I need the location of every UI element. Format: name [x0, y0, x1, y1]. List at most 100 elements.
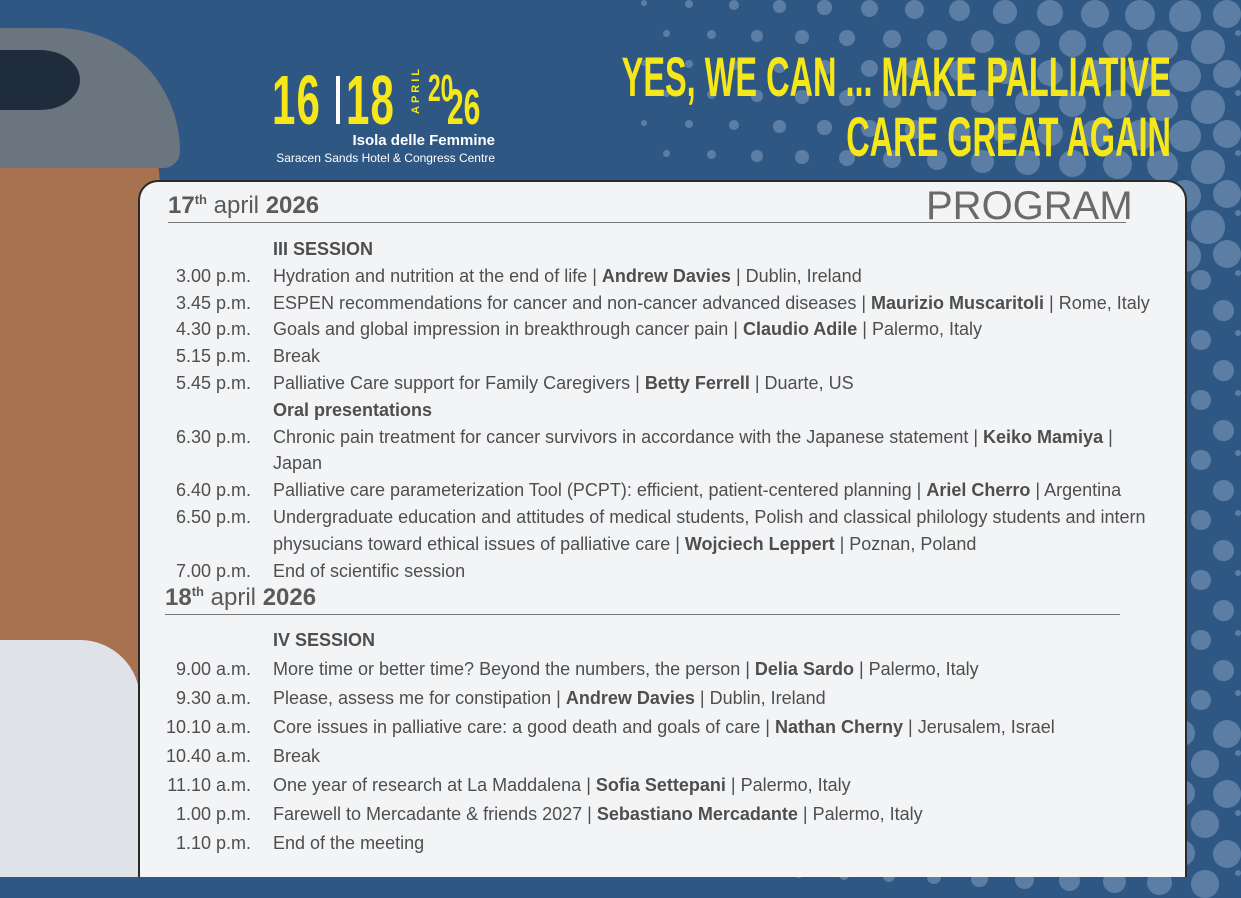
dot [1213, 240, 1241, 268]
speaker: Wojciech Leppert [684, 533, 835, 554]
location: | Palermo, Italy [725, 775, 851, 795]
year-part-1: 20 [428, 68, 454, 110]
talk-title: IV SESSION [273, 630, 376, 650]
dot [1015, 30, 1040, 55]
time: 5.15 p.m. [175, 346, 251, 367]
talk-title: One year of research at La Maddalena | [273, 775, 596, 795]
dot [949, 60, 971, 82]
speaker: Andrew Davies [565, 688, 695, 708]
talk-title: Break [273, 346, 321, 367]
dot [1191, 270, 1211, 290]
dot [861, 120, 878, 137]
dot [1191, 90, 1225, 124]
time: 1.10 p.m. [175, 833, 251, 853]
dot [1235, 270, 1241, 276]
dot [1213, 300, 1234, 321]
dot [1191, 510, 1211, 530]
dot [1235, 630, 1241, 636]
dot [1235, 510, 1241, 516]
schedule-row: 6.30 p.m. Chronic pain treatment for canc… [140, 424, 1150, 478]
schedule-row: 3.45 p.m. ESPEN recommendations for cance… [140, 290, 1150, 317]
talk: Break [273, 343, 1150, 370]
slogan-line-2: CARE GREAT AGAIN [846, 105, 1171, 168]
dot [773, 120, 786, 133]
dot [839, 150, 855, 166]
dot [1213, 780, 1241, 808]
dot [685, 120, 694, 129]
schedule-row: 4.30 p.m. Goals and global impression in … [140, 316, 1150, 343]
month: april [213, 192, 260, 219]
talk: Please, assess me for constipation | And… [273, 684, 1150, 713]
talk: Core issues in palliative care: a good d… [273, 713, 1150, 742]
time: 3.00 p.m. [175, 265, 251, 286]
dot [751, 90, 763, 102]
speaker: Maurizio Muscaritoli [871, 292, 1045, 313]
talk-title: Undergraduate education and attitudes of… [273, 506, 1146, 554]
dot [817, 120, 832, 135]
location: | Jerusalem, Israel [903, 717, 1055, 737]
dot [817, 0, 832, 15]
talk-title: III SESSION [273, 239, 374, 259]
dot [905, 60, 925, 80]
dot [1147, 30, 1179, 62]
dot [773, 60, 786, 73]
dot [663, 90, 671, 98]
schedule-row: 9.30 a.m. Please, assess me for constipat… [140, 684, 1150, 713]
dot [1235, 750, 1241, 756]
time: 11.10 a.m. [167, 775, 251, 795]
dot [1081, 120, 1109, 148]
dot [1037, 120, 1063, 146]
dot [1213, 0, 1241, 28]
time: 1.00 p.m. [175, 804, 251, 824]
dot [1191, 690, 1211, 710]
location: | Palermo, Italy [857, 319, 983, 340]
day-17-schedule: III SESSION 3.00 p.m. Hydration and nutrit… [140, 236, 1150, 584]
speaker: Keiko Mamiya [983, 426, 1104, 447]
dot [795, 90, 809, 104]
dot [927, 90, 948, 111]
year: 2026 [262, 584, 317, 611]
schedule-row: 10.40 a.m. Break [140, 742, 1150, 771]
talk-title: Break [273, 746, 321, 766]
dot [1059, 30, 1086, 57]
dot [1235, 450, 1241, 456]
portrait-hair-shadow [0, 50, 80, 110]
portrait-shirt [0, 640, 140, 877]
dot [905, 0, 925, 20]
speaker: Delia Sardo [754, 659, 854, 679]
talk: Hydration and nutrition at the end of li… [273, 263, 1150, 290]
schedule-row: 5.45 p.m. Palliative Care support for Fam… [140, 370, 1150, 397]
talk: Chronic pain treatment for cancer surviv… [273, 424, 1150, 478]
day-number: 18 [165, 584, 192, 611]
dot [1213, 180, 1241, 208]
time: 9.00 a.m. [175, 659, 251, 679]
schedule-row: 7.00 p.m. End of scientific session [140, 558, 1150, 585]
talk-title: Oral presentations [273, 399, 433, 420]
event-dates: 16 18 APRIL 20 26 [272, 60, 502, 140]
dot [883, 90, 902, 109]
dot [971, 150, 994, 173]
talk: Oral presentations [273, 397, 1150, 424]
dot [751, 150, 763, 162]
dot [1213, 660, 1234, 681]
dot [685, 0, 694, 9]
day-end: 18 [346, 61, 396, 139]
day-18-schedule: IV SESSION 9.00 a.m. More time or better t… [140, 626, 1150, 858]
dot [729, 60, 740, 71]
schedule-row: 10.10 a.m. Core issues in palliative car… [140, 713, 1150, 742]
dot [1191, 630, 1211, 650]
dot [1235, 30, 1241, 36]
page-title: PROGRAM [926, 184, 1133, 228]
talk: Break [273, 742, 1150, 771]
schedule-row: 1.10 p.m. End of the meeting [140, 829, 1150, 858]
dot [729, 120, 740, 131]
session-heading: III SESSION [140, 236, 1150, 263]
dot [1037, 0, 1063, 26]
location: | Palermo, Italy [797, 804, 923, 824]
dot [795, 150, 809, 164]
speaker: Sebastiano Mercadante [596, 804, 798, 824]
dot [1235, 390, 1241, 396]
venue-detail: Saracen Sands Hotel & Congress Centre [276, 151, 495, 165]
talk-title: ESPEN recommendations for cancer and non… [273, 292, 871, 313]
dot [1191, 870, 1219, 898]
